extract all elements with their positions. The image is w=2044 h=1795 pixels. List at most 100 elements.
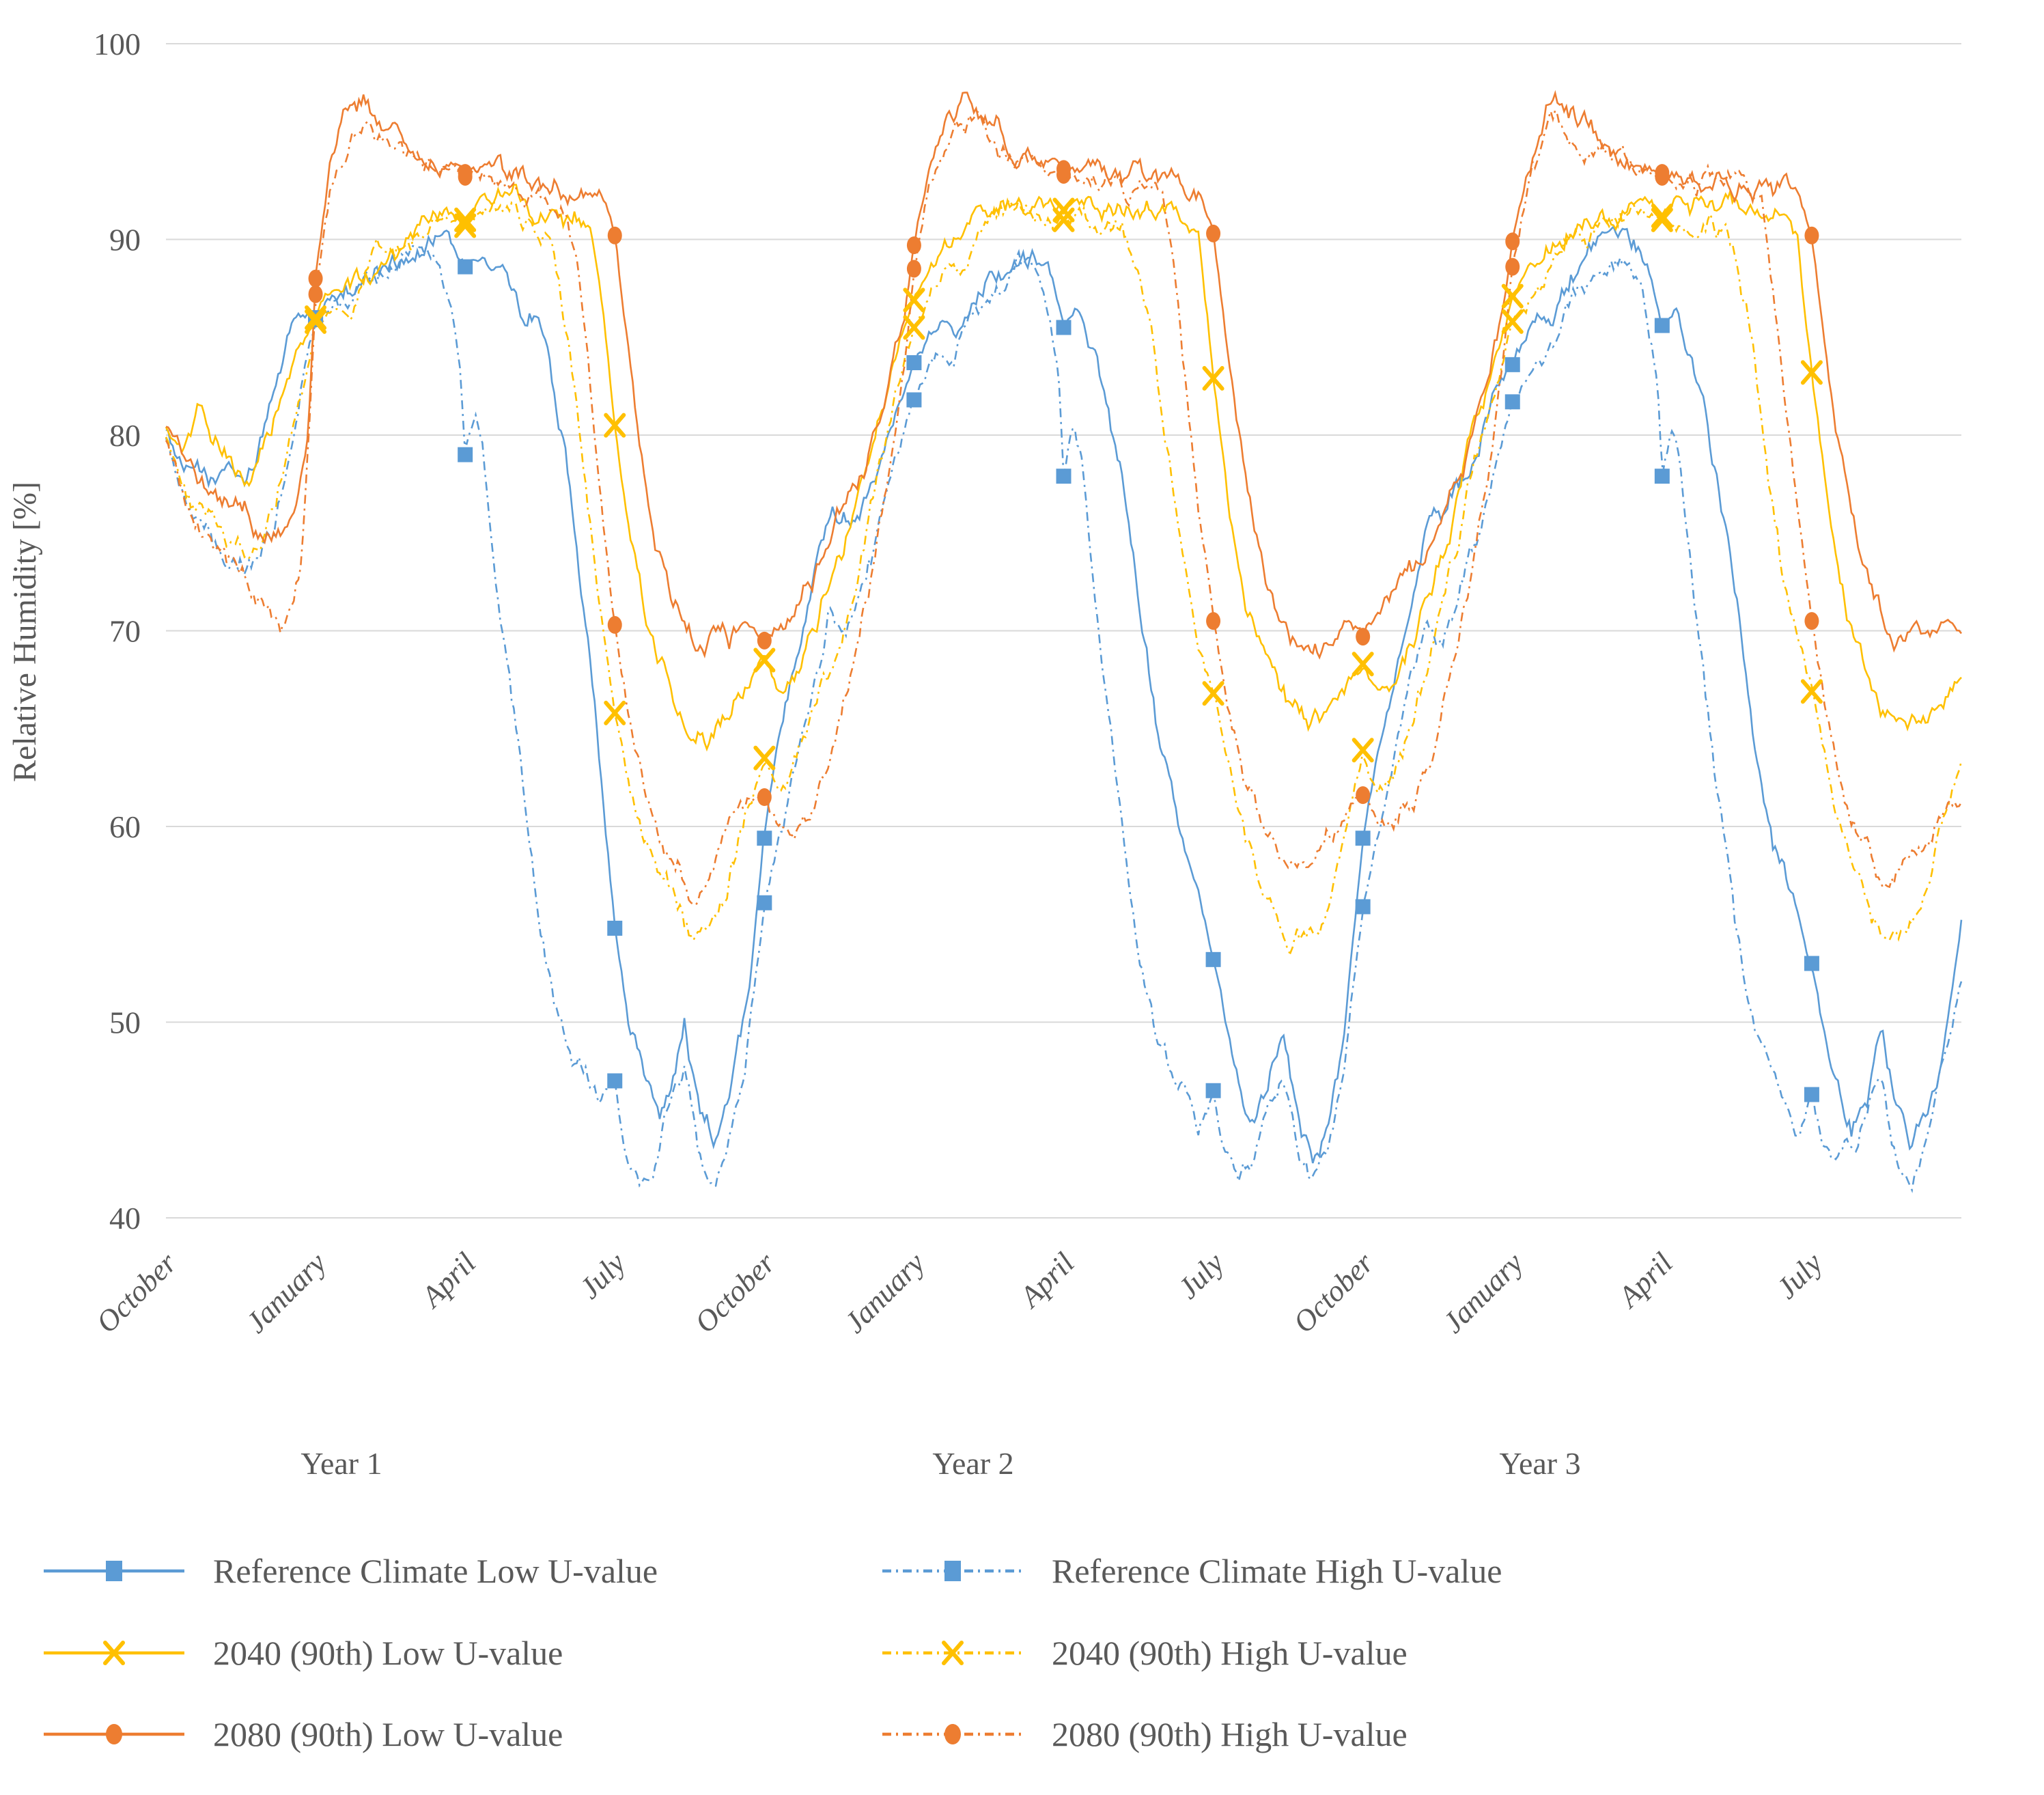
marker-square (757, 895, 772, 910)
marker-circle (308, 285, 323, 303)
marker-circle (1206, 612, 1221, 630)
marker-circle (308, 269, 323, 288)
y-axis-title: Relative Humidity [%] (7, 482, 43, 782)
marker-square (906, 354, 922, 370)
marker-circle (1655, 164, 1670, 182)
series-line-2-2040-90th-low-u-value (165, 184, 1962, 752)
legend-line-sample (44, 1724, 184, 1744)
legend-label: Reference Climate Low U-value (213, 1552, 658, 1590)
marker-square (1804, 956, 1819, 971)
x-tick-label-january-1: January (240, 1246, 333, 1339)
marker-circle (607, 615, 622, 634)
x-tick-label-july-11: July (1770, 1246, 1830, 1305)
year-labels: Year 1 Year 2 Year 3 (300, 1446, 1580, 1481)
gridlines (166, 43, 1961, 1219)
legend-marker-x-icon (942, 1641, 964, 1665)
marker-x (1202, 681, 1224, 706)
x-tick-label-october-8: October (1287, 1246, 1380, 1339)
x-axis-tick-labels: October January April July October January Apr… (89, 1246, 1829, 1339)
marker-circle (906, 260, 921, 278)
marker-x (305, 309, 327, 334)
marker-circle (1804, 612, 1819, 630)
x-tick-label-january-5: January (838, 1246, 932, 1339)
legend-marker-square-icon (106, 1561, 122, 1581)
marker-x (1202, 365, 1224, 391)
marker-x (604, 700, 626, 725)
marker-x (1800, 360, 1823, 385)
marker-circle (757, 788, 772, 807)
marker-square (1205, 1083, 1221, 1098)
y-tick-label: 80 (109, 418, 141, 453)
marker-x (305, 305, 327, 331)
marker-x (454, 213, 477, 238)
marker-square (1504, 357, 1520, 372)
y-tick-label: 70 (109, 614, 141, 649)
y-tick-label: 50 (109, 1005, 141, 1040)
marker-circle (1356, 628, 1371, 646)
legend-item-2080-low: 2080 (90th) Low U-value (42, 1712, 563, 1756)
marker-square (1056, 320, 1072, 335)
marker-circle (458, 164, 473, 182)
legend-marker-square-icon (944, 1561, 961, 1581)
y-tick-label: 40 (109, 1201, 141, 1236)
series-line-1-reference-climate-high-u-value (165, 244, 1963, 1193)
legend-item-reference-low: Reference Climate Low U-value (42, 1549, 658, 1593)
marker-square (906, 392, 922, 408)
marker-square (1056, 469, 1072, 484)
marker-circle (1804, 226, 1819, 245)
marker-x (1352, 738, 1374, 763)
marker-square (1355, 831, 1371, 846)
marker-x (1052, 207, 1075, 232)
x-tick-label-july-7: July (1171, 1246, 1231, 1305)
marker-x (753, 745, 776, 770)
x-tick-label-january-9: January (1436, 1246, 1530, 1339)
marker-x (1651, 204, 1673, 229)
legend-label: Reference Climate High U-value (1052, 1552, 1502, 1590)
series-lines (165, 89, 1963, 1193)
x-tick-label-april-2: April (414, 1246, 483, 1315)
marker-square (458, 447, 473, 462)
y-tick-label: 60 (109, 809, 141, 844)
legend-line-sample (44, 1561, 184, 1581)
series-markers (305, 160, 1823, 1102)
x-tick-label-april-6: April (1012, 1246, 1081, 1315)
y-tick-label: 90 (109, 223, 141, 258)
marker-x (454, 207, 477, 232)
legend-label: 2080 (90th) Low U-value (213, 1715, 563, 1753)
marker-square (607, 920, 623, 936)
marker-x (753, 648, 776, 673)
marker-x (1052, 197, 1075, 223)
marker-x (1651, 207, 1673, 232)
marker-square (1804, 1087, 1819, 1102)
legend-marker-circle-icon (106, 1724, 122, 1744)
marker-square (1654, 318, 1670, 333)
legend-label: 2040 (90th) High U-value (1052, 1634, 1408, 1672)
marker-square (607, 1073, 623, 1089)
legend-label: 2080 (90th) High U-value (1052, 1715, 1408, 1753)
marker-circle (1356, 786, 1371, 805)
series-line-5-2080-90th-high-u-value (165, 107, 1963, 907)
legend-item-2040-high: 2040 (90th) High U-value (881, 1631, 1408, 1675)
legend-label: 2040 (90th) Low U-value (213, 1634, 563, 1672)
marker-square (1355, 899, 1371, 915)
marker-x (903, 288, 925, 313)
marker-x (903, 315, 925, 340)
x-tick-label-october-4: October (688, 1246, 782, 1339)
legend-marker-circle-icon (944, 1724, 961, 1744)
marker-x (1352, 652, 1374, 677)
year-label-3: Year 3 (1499, 1446, 1580, 1481)
marker-circle (1505, 258, 1520, 276)
marker-square (757, 831, 772, 846)
marker-x (1501, 309, 1524, 334)
x-tick-label-october-0: October (89, 1246, 183, 1339)
legend-item-2080-high: 2080 (90th) High U-value (881, 1712, 1408, 1756)
legend-marker-x-icon (103, 1641, 125, 1665)
marker-square (1504, 394, 1520, 410)
marker-x (604, 413, 626, 438)
legend-item-2040-low: 2040 (90th) Low U-value (42, 1631, 563, 1675)
legend-line-sample (882, 1724, 1023, 1744)
legend-line-sample (44, 1641, 184, 1665)
y-axis-tick-labels: 100 90 80 70 60 50 40 (94, 27, 141, 1236)
